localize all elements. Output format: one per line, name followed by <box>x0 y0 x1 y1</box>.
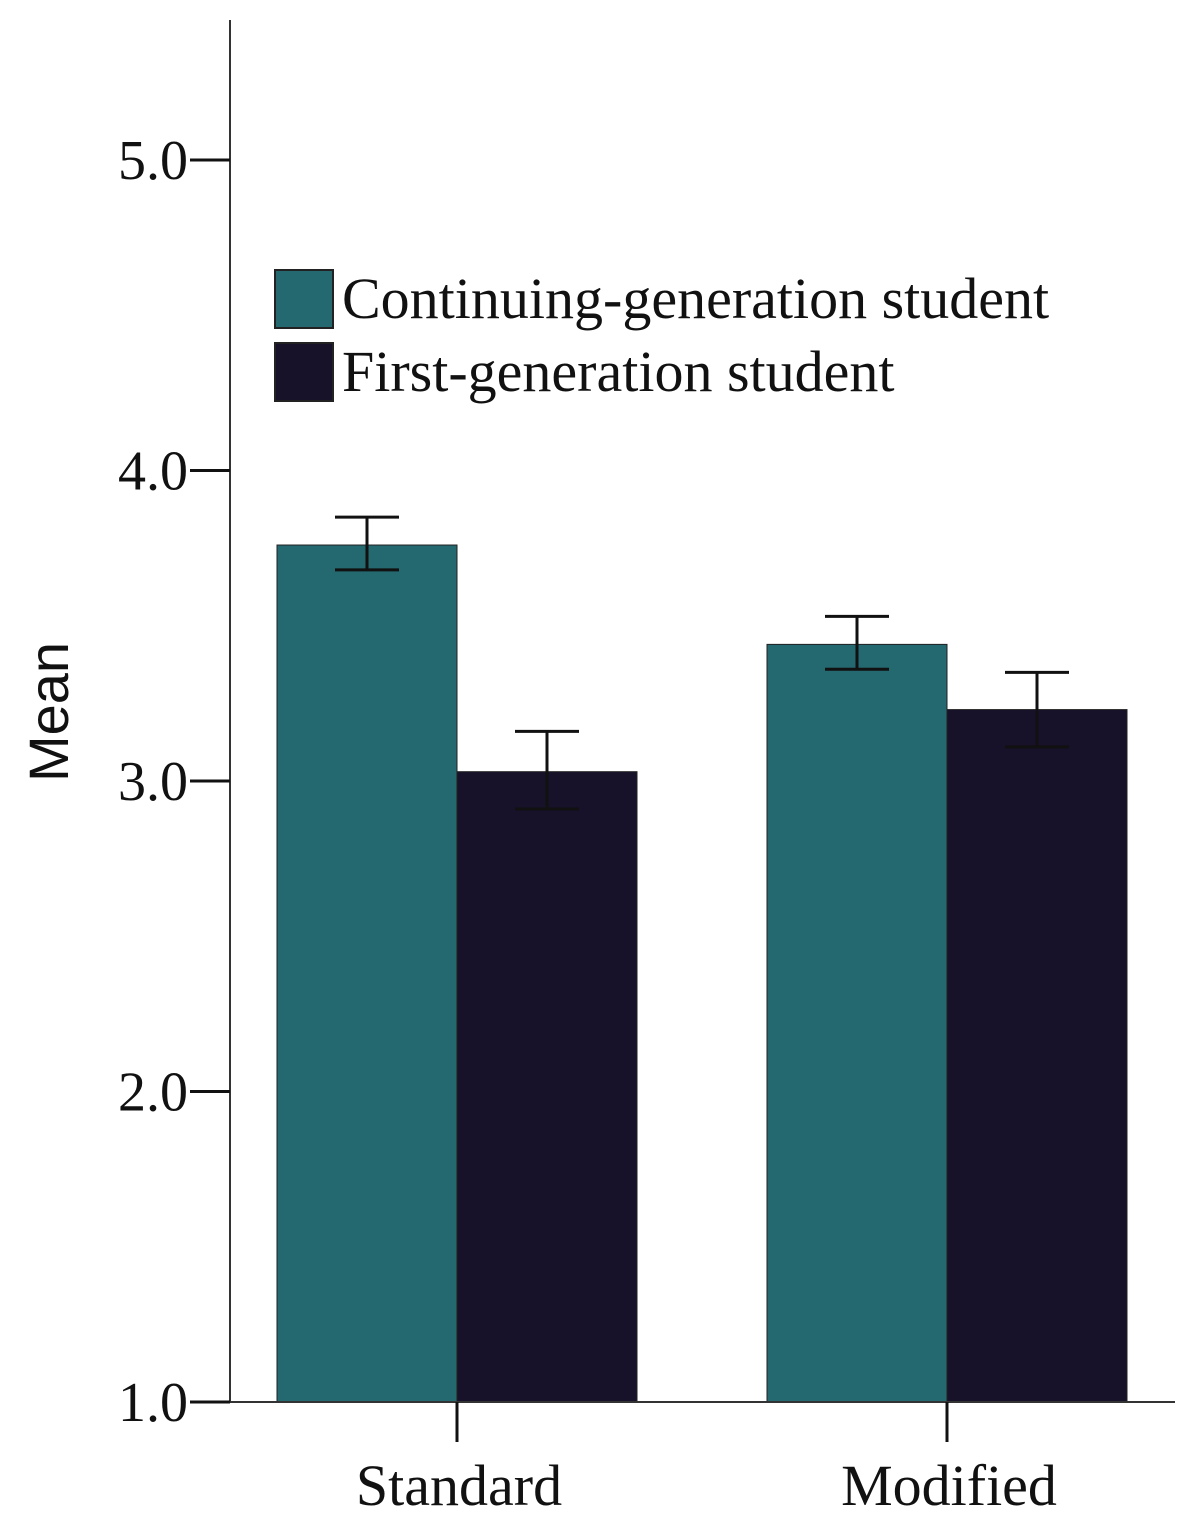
y-tick-label: 5.0 <box>118 130 188 192</box>
bar-continuing-standard <box>276 544 458 1403</box>
legend-label: Continuing-generation student <box>342 266 1049 331</box>
legend-item-continuing: Continuing-generation student <box>274 266 1049 331</box>
legend: Continuing-generation student First-gener… <box>274 266 1049 404</box>
y-tick-label: 2.0 <box>118 1062 188 1124</box>
y-tick-label: 3.0 <box>118 751 188 813</box>
y-tick-label: 4.0 <box>118 441 188 503</box>
y-axis-title: Mean <box>17 642 80 782</box>
legend-item-first: First-generation student <box>274 339 895 404</box>
bar-first-modified <box>946 709 1128 1403</box>
error-bar-first-standard <box>515 729 579 811</box>
bars-layer <box>276 544 1128 1403</box>
x-tick-label-standard: Standard <box>356 1453 562 1518</box>
legend-swatch <box>274 342 334 402</box>
error-bar-first-modified <box>1005 670 1069 749</box>
legend-swatch <box>274 269 334 329</box>
axes-layer: 1.0 2.0 3.0 4.0 5.0 Standard Modified Mean <box>17 20 1175 1518</box>
error-bar-continuing-standard <box>335 515 399 572</box>
x-tick-label-modified: Modified <box>841 1453 1057 1518</box>
error-bar-continuing-modified <box>825 614 889 671</box>
bar-first-standard <box>456 771 638 1403</box>
error-bars-layer <box>335 515 1069 811</box>
y-tick-label: 1.0 <box>118 1372 188 1434</box>
legend-label: First-generation student <box>342 339 895 404</box>
bar-continuing-modified <box>766 643 948 1403</box>
